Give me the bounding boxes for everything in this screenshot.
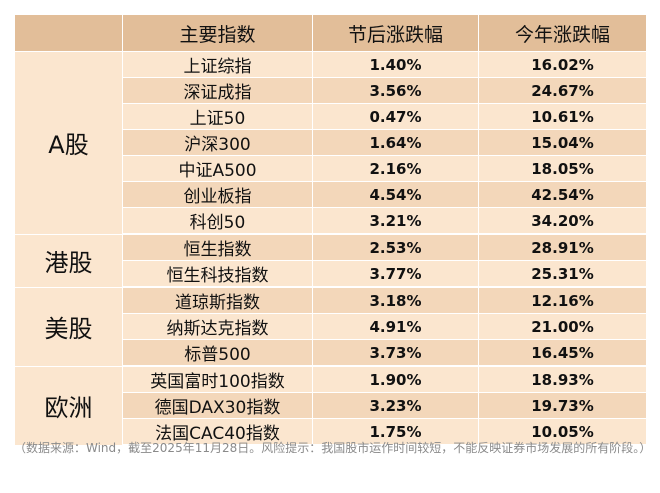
ytd-change-cell: 18.05%	[478, 155, 647, 182]
table-row: 法国CAC40指数 1.75% 10.05%	[15, 418, 647, 446]
table-row: 纳斯达克指数 4.91% 21.00%	[15, 313, 647, 340]
ytd-change-cell: 10.61%	[478, 103, 647, 130]
table-row: A股 上证综指 1.40% 16.02%	[14, 51, 647, 235]
table-row: 标普500 3.73% 16.45%	[15, 339, 647, 367]
ytd-change-cell: 10.05%	[478, 418, 647, 446]
footnote: （数据来源：Wind，截至2025年11月28日。风险提示：我国股市运作时间较短…	[14, 441, 652, 455]
index-name-cell: 标普500	[122, 339, 313, 367]
table-row: 德国DAX30指数 3.23% 19.73%	[15, 392, 647, 419]
index-name-cell: 上证综指	[122, 51, 313, 78]
table-row: 中证A500 2.16% 18.05%	[15, 155, 647, 182]
post-holiday-change-cell: 3.21%	[312, 207, 479, 235]
region-cell: 欧洲	[14, 365, 123, 446]
post-holiday-change-cell: 0.47%	[312, 103, 479, 130]
post-holiday-change-cell: 1.64%	[312, 129, 479, 156]
table-row: 欧洲 英国富时100指数 1.90% 18.93%	[14, 365, 647, 446]
table-row: 科创50 3.21% 34.20%	[15, 207, 647, 235]
table-row: 深证成指 3.56% 24.67%	[15, 77, 647, 104]
ytd-change-cell: 25.31%	[478, 260, 647, 288]
index-name-cell: 中证A500	[122, 155, 313, 182]
ytd-change-cell: 18.93%	[478, 365, 647, 393]
ytd-change-cell: 16.02%	[478, 51, 647, 78]
region-cell: A股	[14, 51, 123, 235]
index-name-cell: 上证50	[122, 103, 313, 130]
table-row: 沪深300 1.64% 15.04%	[15, 129, 647, 156]
table-header-row: 主要指数 节后涨跌幅 今年涨跌幅	[14, 14, 647, 52]
ytd-change-cell: 24.67%	[478, 77, 647, 104]
index-name-cell: 纳斯达克指数	[122, 313, 313, 340]
ytd-change-cell: 16.45%	[478, 339, 647, 367]
post-holiday-change-cell: 2.16%	[312, 155, 479, 182]
post-holiday-change-cell: 3.18%	[312, 286, 479, 314]
index-name-cell: 法国CAC40指数	[122, 418, 313, 446]
post-holiday-change-cell: 3.56%	[312, 77, 479, 104]
index-name-cell: 德国DAX30指数	[122, 392, 313, 419]
region-cell: 美股	[14, 286, 123, 367]
market-index-table: 主要指数 节后涨跌幅 今年涨跌幅 A股 上证综指 1.40% 16.02% 深证成指 3.…	[14, 14, 647, 446]
table-row: 港股 恒生指数 2.53% 28.91%	[14, 233, 647, 288]
table-row: 美股 道琼斯指数 3.18% 12.16%	[14, 286, 647, 367]
ytd-change-cell: 21.00%	[478, 313, 647, 340]
ytd-change-cell: 42.54%	[478, 181, 647, 208]
index-name-cell: 深证成指	[122, 77, 313, 104]
header-ytd-change: 今年涨跌幅	[478, 14, 647, 52]
post-holiday-change-cell: 4.91%	[312, 313, 479, 340]
ytd-change-cell: 19.73%	[478, 392, 647, 419]
header-post-holiday-change: 节后涨跌幅	[312, 14, 479, 52]
header-index-name: 主要指数	[122, 14, 313, 52]
ytd-change-cell: 12.16%	[478, 286, 647, 314]
post-holiday-change-cell: 4.54%	[312, 181, 479, 208]
ytd-change-cell: 34.20%	[478, 207, 647, 235]
ytd-change-cell: 15.04%	[478, 129, 647, 156]
post-holiday-change-cell: 3.73%	[312, 339, 479, 367]
region-cell: 港股	[14, 233, 123, 288]
header-region	[14, 14, 123, 52]
post-holiday-change-cell: 1.90%	[312, 365, 479, 393]
index-name-cell: 科创50	[122, 207, 313, 235]
post-holiday-change-cell: 3.77%	[312, 260, 479, 288]
index-name-cell: 恒生科技指数	[122, 260, 313, 288]
post-holiday-change-cell: 1.75%	[312, 418, 479, 446]
index-name-cell: 沪深300	[122, 129, 313, 156]
index-name-cell: 恒生指数	[122, 233, 313, 261]
index-name-cell: 创业板指	[122, 181, 313, 208]
table-row: 上证50 0.47% 10.61%	[15, 103, 647, 130]
table-body: A股 上证综指 1.40% 16.02% 深证成指 3.56% 24.67% 上证50 0.47…	[14, 51, 647, 446]
post-holiday-change-cell: 1.40%	[312, 51, 479, 78]
table-row: 创业板指 4.54% 42.54%	[15, 181, 647, 208]
post-holiday-change-cell: 2.53%	[312, 233, 479, 261]
index-name-cell: 道琼斯指数	[122, 286, 313, 314]
table-row: 恒生科技指数 3.77% 25.31%	[15, 260, 647, 288]
ytd-change-cell: 28.91%	[478, 233, 647, 261]
index-name-cell: 英国富时100指数	[122, 365, 313, 393]
post-holiday-change-cell: 3.23%	[312, 392, 479, 419]
